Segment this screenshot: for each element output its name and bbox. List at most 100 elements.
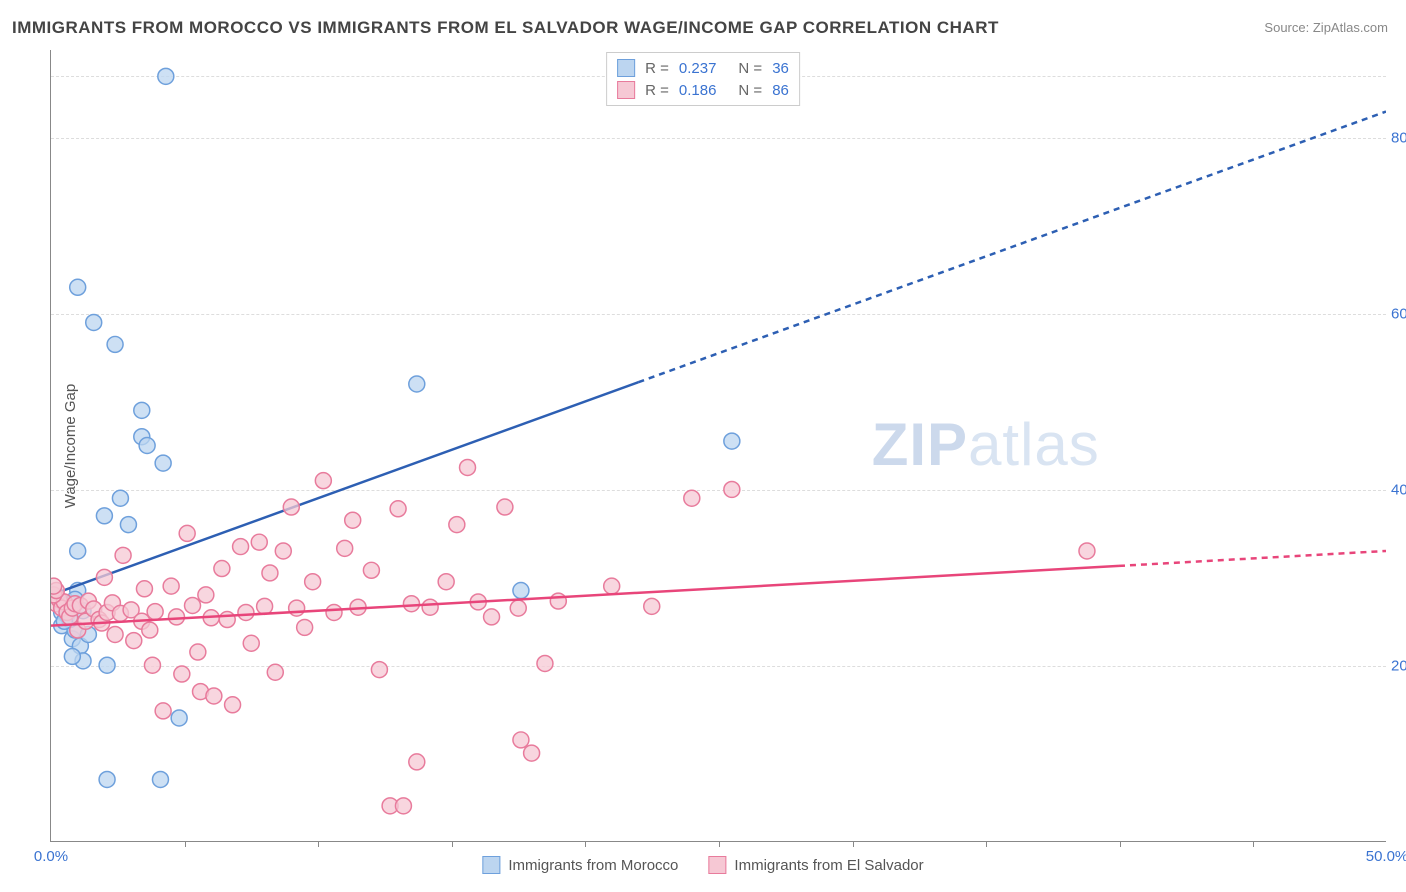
scatter-point: [305, 574, 321, 590]
scatter-point: [363, 562, 379, 578]
legend-series-item: Immigrants from Morocco: [482, 856, 678, 874]
chart-title: IMMIGRANTS FROM MOROCCO VS IMMIGRANTS FR…: [12, 18, 999, 38]
scatter-point: [409, 376, 425, 392]
scatter-point: [497, 499, 513, 515]
x-tick-label: 50.0%: [1366, 848, 1406, 865]
scatter-point: [185, 597, 201, 613]
source-name: ZipAtlas.com: [1313, 20, 1388, 35]
scatter-point: [115, 547, 131, 563]
x-tick-mark: [719, 841, 720, 847]
x-tick-mark: [452, 841, 453, 847]
scatter-point: [99, 771, 115, 787]
scatter-point: [513, 732, 529, 748]
scatter-point: [214, 561, 230, 577]
scatter-point: [409, 754, 425, 770]
legend-correlation-box: R =0.237N =36R =0.186N =86: [606, 52, 800, 106]
y-tick-label: 40.0%: [1391, 482, 1406, 499]
scatter-point: [142, 622, 158, 638]
scatter-point: [403, 596, 419, 612]
legend-swatch: [482, 856, 500, 874]
scatter-point: [99, 657, 115, 673]
scatter-point: [171, 710, 187, 726]
x-tick-mark: [1253, 841, 1254, 847]
legend-r-value: 0.186: [679, 82, 717, 99]
scatter-point: [64, 648, 80, 664]
scatter-point: [219, 612, 235, 628]
scatter-point: [537, 655, 553, 671]
x-tick-mark: [853, 841, 854, 847]
legend-r-label: R =: [645, 60, 669, 77]
scatter-point: [243, 635, 259, 651]
scatter-point: [206, 688, 222, 704]
y-tick-label: 80.0%: [1391, 130, 1406, 147]
scatter-point: [152, 771, 168, 787]
scatter-point: [422, 599, 438, 615]
x-tick-mark: [585, 841, 586, 847]
scatter-point: [190, 644, 206, 660]
legend-r-label: R =: [645, 82, 669, 99]
scatter-point: [51, 578, 62, 594]
scatter-point: [395, 798, 411, 814]
scatter-point: [179, 525, 195, 541]
scatter-point: [198, 587, 214, 603]
scatter-point: [604, 578, 620, 594]
scatter-point: [1079, 543, 1095, 559]
scatter-point: [238, 604, 254, 620]
scatter-point: [155, 455, 171, 471]
scatter-point: [510, 600, 526, 616]
scatter-point: [524, 745, 540, 761]
x-tick-mark: [986, 841, 987, 847]
scatter-point: [315, 473, 331, 489]
scatter-point: [460, 459, 476, 475]
scatter-point: [283, 499, 299, 515]
scatter-point: [144, 657, 160, 673]
scatter-point: [96, 508, 112, 524]
scatter-point: [345, 512, 361, 528]
scatter-point: [513, 583, 529, 599]
x-tick-mark: [1120, 841, 1121, 847]
scatter-point: [724, 433, 740, 449]
scatter-point: [449, 517, 465, 533]
legend-series: Immigrants from Morocco Immigrants from E…: [482, 856, 923, 874]
scatter-point: [438, 574, 454, 590]
scatter-point: [371, 662, 387, 678]
y-tick-label: 60.0%: [1391, 306, 1406, 323]
legend-n-label: N =: [738, 82, 762, 99]
scatter-point: [225, 697, 241, 713]
plot-area: 20.0%40.0%60.0%80.0%0.0%50.0%: [50, 50, 1386, 842]
scatter-point: [174, 666, 190, 682]
scatter-point: [112, 490, 128, 506]
scatter-point: [326, 604, 342, 620]
scatter-point: [390, 501, 406, 517]
scatter-point: [484, 609, 500, 625]
legend-swatch: [708, 856, 726, 874]
scatter-point: [289, 600, 305, 616]
source-attribution: Source: ZipAtlas.com: [1264, 20, 1388, 35]
legend-r-value: 0.237: [679, 60, 717, 77]
scatter-point: [163, 578, 179, 594]
legend-swatch: [617, 81, 635, 99]
scatter-point: [96, 569, 112, 585]
scatter-point: [684, 490, 700, 506]
legend-n-value: 86: [772, 82, 789, 99]
scatter-point: [724, 481, 740, 497]
x-tick-mark: [185, 841, 186, 847]
scatter-point: [86, 314, 102, 330]
scatter-point: [136, 581, 152, 597]
y-tick-label: 20.0%: [1391, 658, 1406, 675]
legend-n-label: N =: [738, 60, 762, 77]
scatter-point: [337, 540, 353, 556]
scatter-point: [158, 68, 174, 84]
chart-svg: [51, 50, 1386, 841]
scatter-point: [257, 598, 273, 614]
scatter-point: [139, 438, 155, 454]
scatter-point: [134, 402, 150, 418]
scatter-point: [267, 664, 283, 680]
scatter-point: [233, 539, 249, 555]
scatter-point: [251, 534, 267, 550]
scatter-point: [275, 543, 291, 559]
x-tick-label: 0.0%: [34, 848, 68, 865]
regression-line-dashed: [638, 112, 1386, 383]
legend-series-label: Immigrants from El Salvador: [734, 857, 923, 874]
scatter-point: [70, 279, 86, 295]
